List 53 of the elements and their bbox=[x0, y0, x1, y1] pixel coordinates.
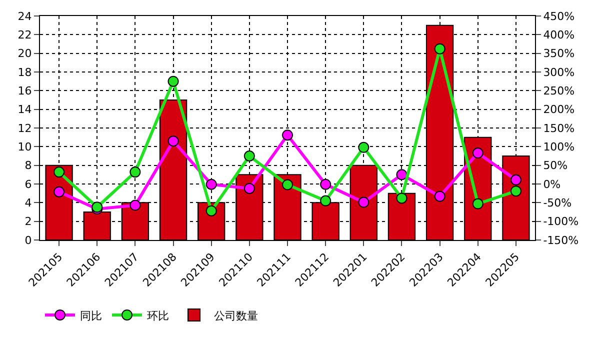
point bbox=[510, 174, 522, 186]
y2-tick-label: -150% bbox=[543, 234, 579, 247]
point bbox=[472, 148, 484, 159]
y-tick-label: 12 bbox=[18, 122, 32, 135]
y-tick-label: 14 bbox=[18, 103, 32, 116]
y2-tick-label: 50% bbox=[543, 159, 568, 172]
y-tick-label: 16 bbox=[18, 84, 32, 98]
y-tick-label: 22 bbox=[18, 28, 32, 42]
legend-label: 公司数量 bbox=[214, 309, 258, 322]
point bbox=[54, 186, 65, 198]
point bbox=[206, 205, 217, 216]
point bbox=[396, 192, 408, 204]
point bbox=[358, 196, 370, 208]
point bbox=[244, 150, 255, 162]
point bbox=[472, 198, 484, 210]
y2-tick-label: 150% bbox=[543, 122, 575, 135]
point bbox=[510, 186, 522, 197]
y-tick-label: 2 bbox=[24, 215, 32, 228]
point bbox=[130, 200, 141, 211]
point bbox=[282, 179, 293, 190]
y2-tick-label: 450% bbox=[543, 10, 575, 23]
y-tick-label: 24 bbox=[18, 10, 32, 23]
y2-tick-label: -100% bbox=[543, 215, 579, 228]
y-tick-label: 4 bbox=[24, 196, 32, 210]
point bbox=[244, 182, 255, 194]
point bbox=[320, 178, 332, 190]
point bbox=[54, 166, 65, 178]
y2-tick-label: -50% bbox=[543, 196, 572, 210]
point bbox=[206, 178, 217, 190]
y2-tick-label: 350% bbox=[543, 47, 575, 60]
point bbox=[168, 76, 179, 87]
y2-tick-label: 300% bbox=[543, 66, 575, 79]
y2-tick-label: 400% bbox=[543, 28, 575, 42]
point bbox=[320, 195, 332, 206]
point bbox=[434, 190, 446, 202]
y2-tick-label: 200% bbox=[543, 103, 575, 116]
point bbox=[130, 166, 141, 178]
point bbox=[434, 43, 446, 54]
point bbox=[396, 169, 408, 180]
y-tick-label: 10 bbox=[18, 140, 32, 154]
y-tick-label: 18 bbox=[18, 66, 32, 79]
point bbox=[358, 142, 370, 153]
point bbox=[168, 136, 179, 147]
y2-tick-label: 0% bbox=[543, 178, 561, 191]
y-tick-label: 0 bbox=[24, 234, 32, 247]
y2-tick-label: 250% bbox=[543, 84, 575, 98]
legend-label: 环比 bbox=[147, 309, 169, 322]
y-tick-label: 8 bbox=[24, 159, 32, 172]
legend-label: 同比 bbox=[80, 309, 102, 322]
point bbox=[282, 130, 293, 141]
y-tick-label: 20 bbox=[18, 47, 32, 60]
y2-tick-label: 100% bbox=[543, 140, 575, 154]
y-tick-label: 6 bbox=[24, 178, 32, 191]
